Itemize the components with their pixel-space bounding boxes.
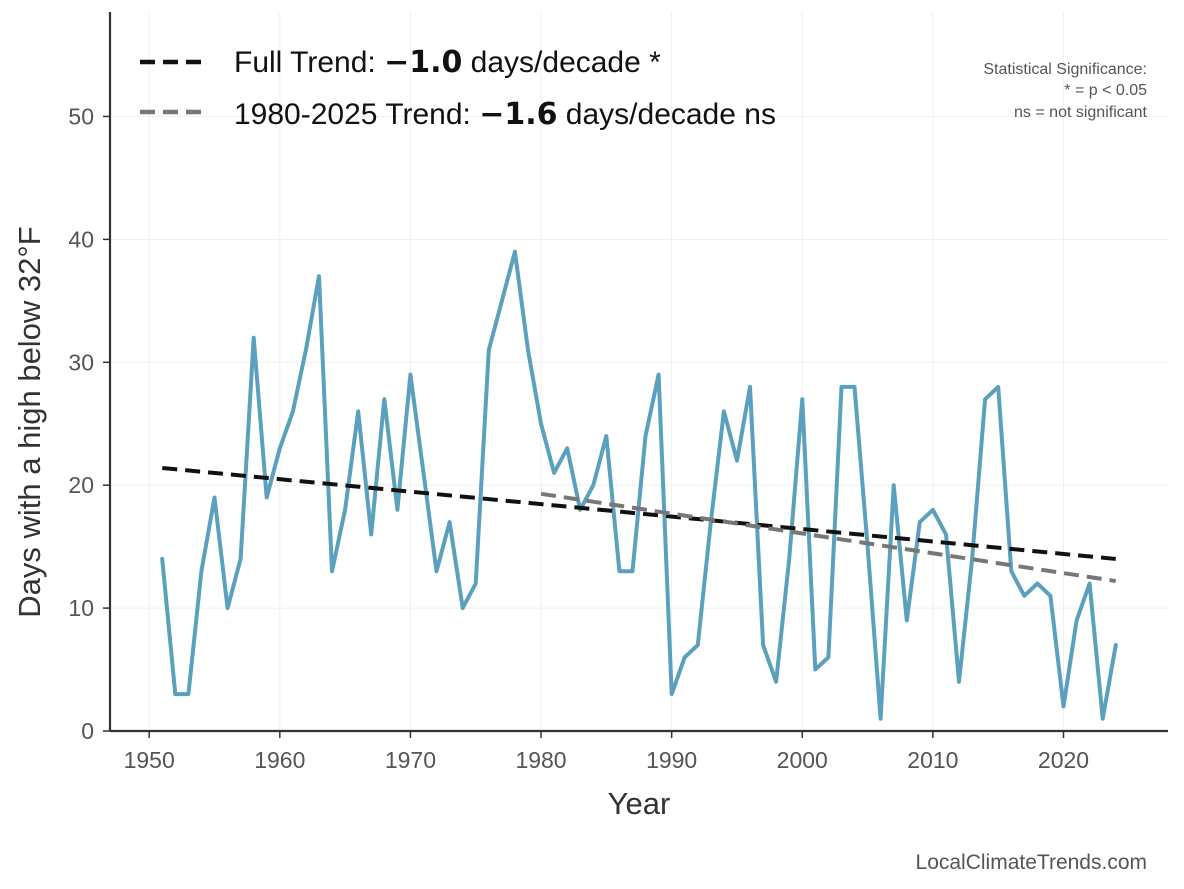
x-tick-label-2020: 2020: [1038, 747, 1089, 773]
trend-lines: [162, 465, 1117, 584]
x-tick-label-1950: 1950: [124, 747, 175, 773]
axes: [108, 12, 1168, 733]
y-axis-label: Days with a high below 32°F: [12, 226, 47, 617]
x-tick-label-2000: 2000: [777, 747, 828, 773]
x-ticks: 1950 1960 1970 1980 1990 2000 2010 2020: [124, 731, 1089, 773]
y-tick-label-0: 0: [81, 718, 94, 744]
legend-label-full-trend: Full Trend: −1.0 days/decade *: [234, 45, 661, 80]
x-tick-label-1970: 1970: [385, 747, 436, 773]
y-tick-label-40: 40: [68, 226, 94, 252]
y-tick-label-10: 10: [68, 595, 94, 621]
significance-ns: ns = not significant: [1014, 104, 1148, 121]
significance-title: Statistical Significance:: [983, 61, 1147, 78]
grid: [110, 12, 1168, 732]
y-tick-label-30: 30: [68, 349, 94, 375]
significance-note: Statistical Significance: * = p < 0.05 n…: [983, 61, 1147, 121]
x-tick-label-2010: 2010: [907, 747, 958, 773]
trend-line-1: [540, 491, 1117, 584]
x-axis-label: Year: [608, 786, 671, 821]
trend-line-0: [162, 465, 1116, 561]
series: [160, 249, 1118, 721]
series-line-0: [160, 249, 1118, 721]
y-ticks: 0 10 20 30 40 50: [68, 103, 110, 744]
y-tick-label-50: 50: [68, 103, 94, 129]
legend: Full Trend: −1.0 days/decade * 1980-2025…: [140, 45, 776, 132]
significance-star: * = p < 0.05: [1064, 82, 1147, 99]
x-tick-label-1990: 1990: [646, 747, 697, 773]
credit: LocalClimateTrends.com: [916, 851, 1147, 874]
x-tick-label-1960: 1960: [254, 747, 305, 773]
y-tick-label-20: 20: [68, 472, 94, 498]
legend-label-recent-trend: 1980-2025 Trend: −1.6 days/decade ns: [234, 97, 776, 132]
x-tick-label-1980: 1980: [515, 747, 566, 773]
